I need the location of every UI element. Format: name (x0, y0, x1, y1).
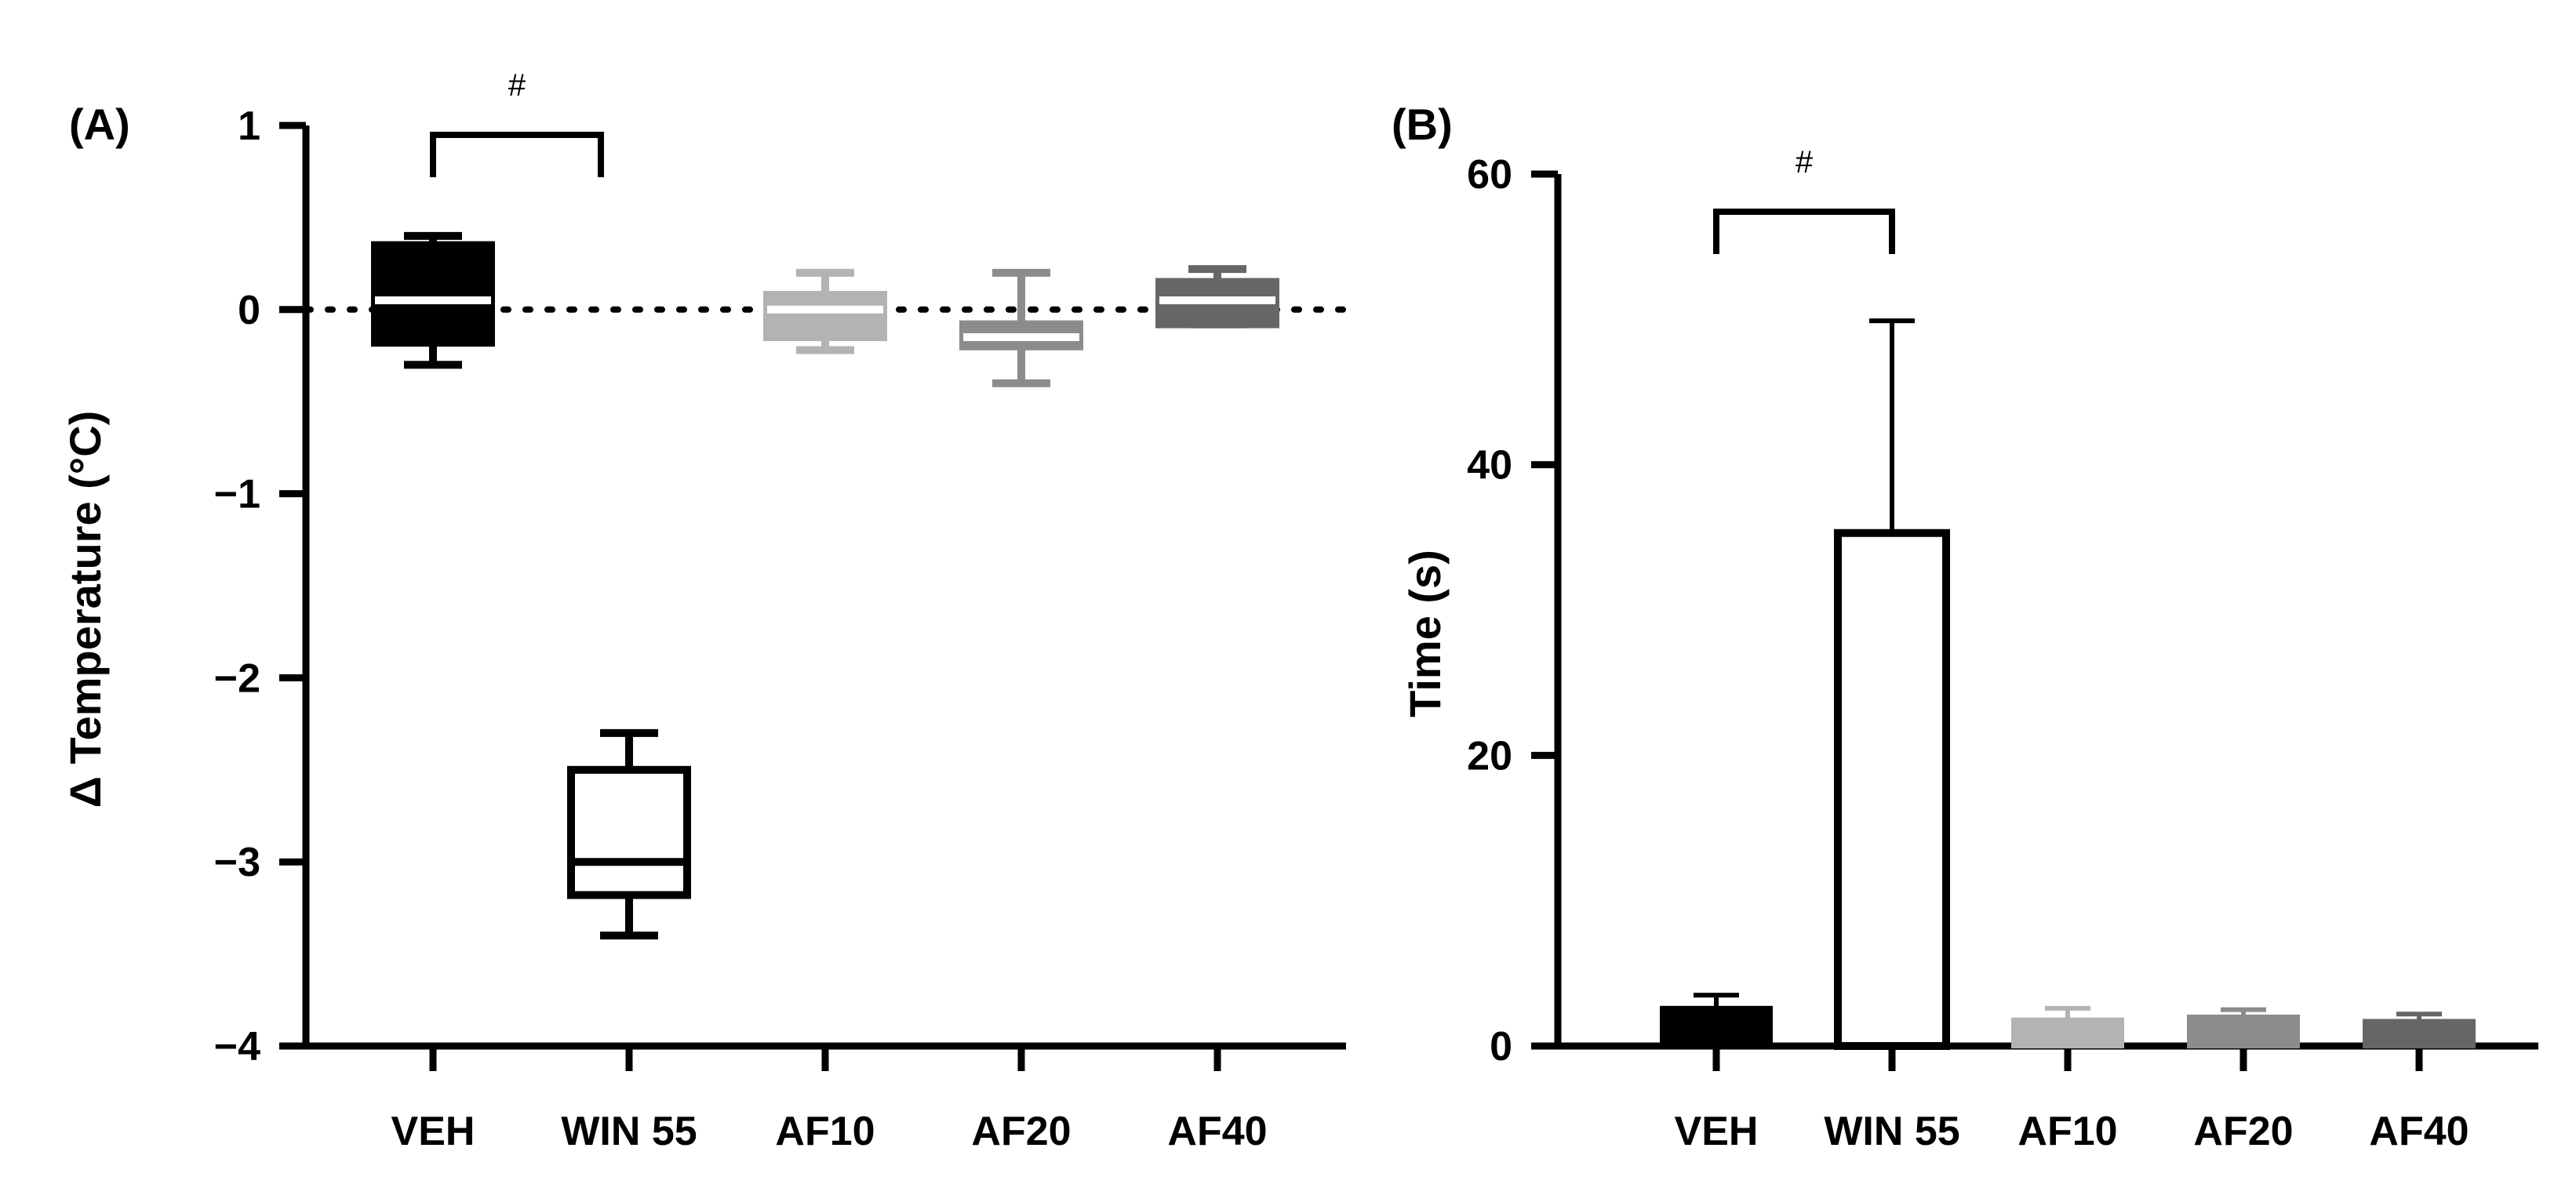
bar-af20 (2187, 1007, 2300, 1049)
box-iqr (763, 291, 887, 342)
y-tick-label: 20 (1467, 733, 1512, 779)
x-category-label: AF40 (2369, 1109, 2469, 1154)
y-tick-label: 40 (1467, 443, 1512, 489)
y-axis-title: Δ Temperature (°C) (60, 411, 110, 808)
significance-bracket (430, 132, 604, 177)
panel-label: (B) (1392, 100, 1453, 149)
significance-marker: # (508, 68, 526, 103)
x-category-label: AF10 (2018, 1109, 2117, 1154)
bar-af10 (2011, 1005, 2124, 1049)
box-iqr (371, 241, 495, 347)
x-category-label: VEH (391, 1109, 475, 1154)
bar-veh (1660, 993, 1773, 1049)
box-af40 (1155, 265, 1279, 329)
box-af20 (959, 268, 1083, 387)
y-tick-label: −3 (214, 840, 260, 885)
bar-af40 (2363, 1012, 2476, 1048)
bar-win-55 (1834, 318, 1950, 1050)
y-axis-title: Time (s) (1400, 550, 1450, 717)
bar (1660, 1005, 1773, 1049)
x-category-label: AF40 (1167, 1109, 1267, 1154)
y-tick-label: 60 (1467, 152, 1512, 198)
x-category-label: WIN 55 (561, 1109, 697, 1154)
x-category-label: AF10 (775, 1109, 875, 1154)
y-tick-label: 0 (1490, 1024, 1512, 1070)
significance-bracket (1713, 209, 1895, 254)
box-veh (371, 231, 495, 369)
bar (2011, 1017, 2124, 1049)
x-category-label: AF20 (2193, 1109, 2293, 1154)
box-iqr (567, 765, 691, 899)
panel-b-bar-chart: (B) 0 20 40 60 VEH WIN 55 AF10 AF20 AF40 # Time (s) (1392, 100, 2538, 1154)
bar (2363, 1019, 2476, 1048)
y-tick-label: −1 (214, 472, 260, 518)
bar (2187, 1014, 2300, 1049)
bar (1834, 528, 1950, 1050)
y-tick-label: −2 (214, 656, 260, 701)
y-tick-label: −4 (214, 1024, 260, 1070)
y-tick-label: 1 (238, 104, 260, 149)
box-win-55 (567, 728, 691, 940)
y-tick-label: 0 (238, 288, 260, 333)
significance-marker: # (1796, 145, 1814, 180)
panel-a-box-plot: (A) 1 0 −1 −2 −3 −4 VEH WIN 55 AF10 AF20 AF40 # Δ Tem… (60, 68, 1349, 1154)
panel-label: (A) (69, 100, 130, 149)
x-category-label: AF20 (971, 1109, 1071, 1154)
x-category-label: WIN 55 (1824, 1109, 1959, 1154)
box-af10 (763, 268, 887, 354)
x-category-label: VEH (1675, 1109, 1759, 1154)
